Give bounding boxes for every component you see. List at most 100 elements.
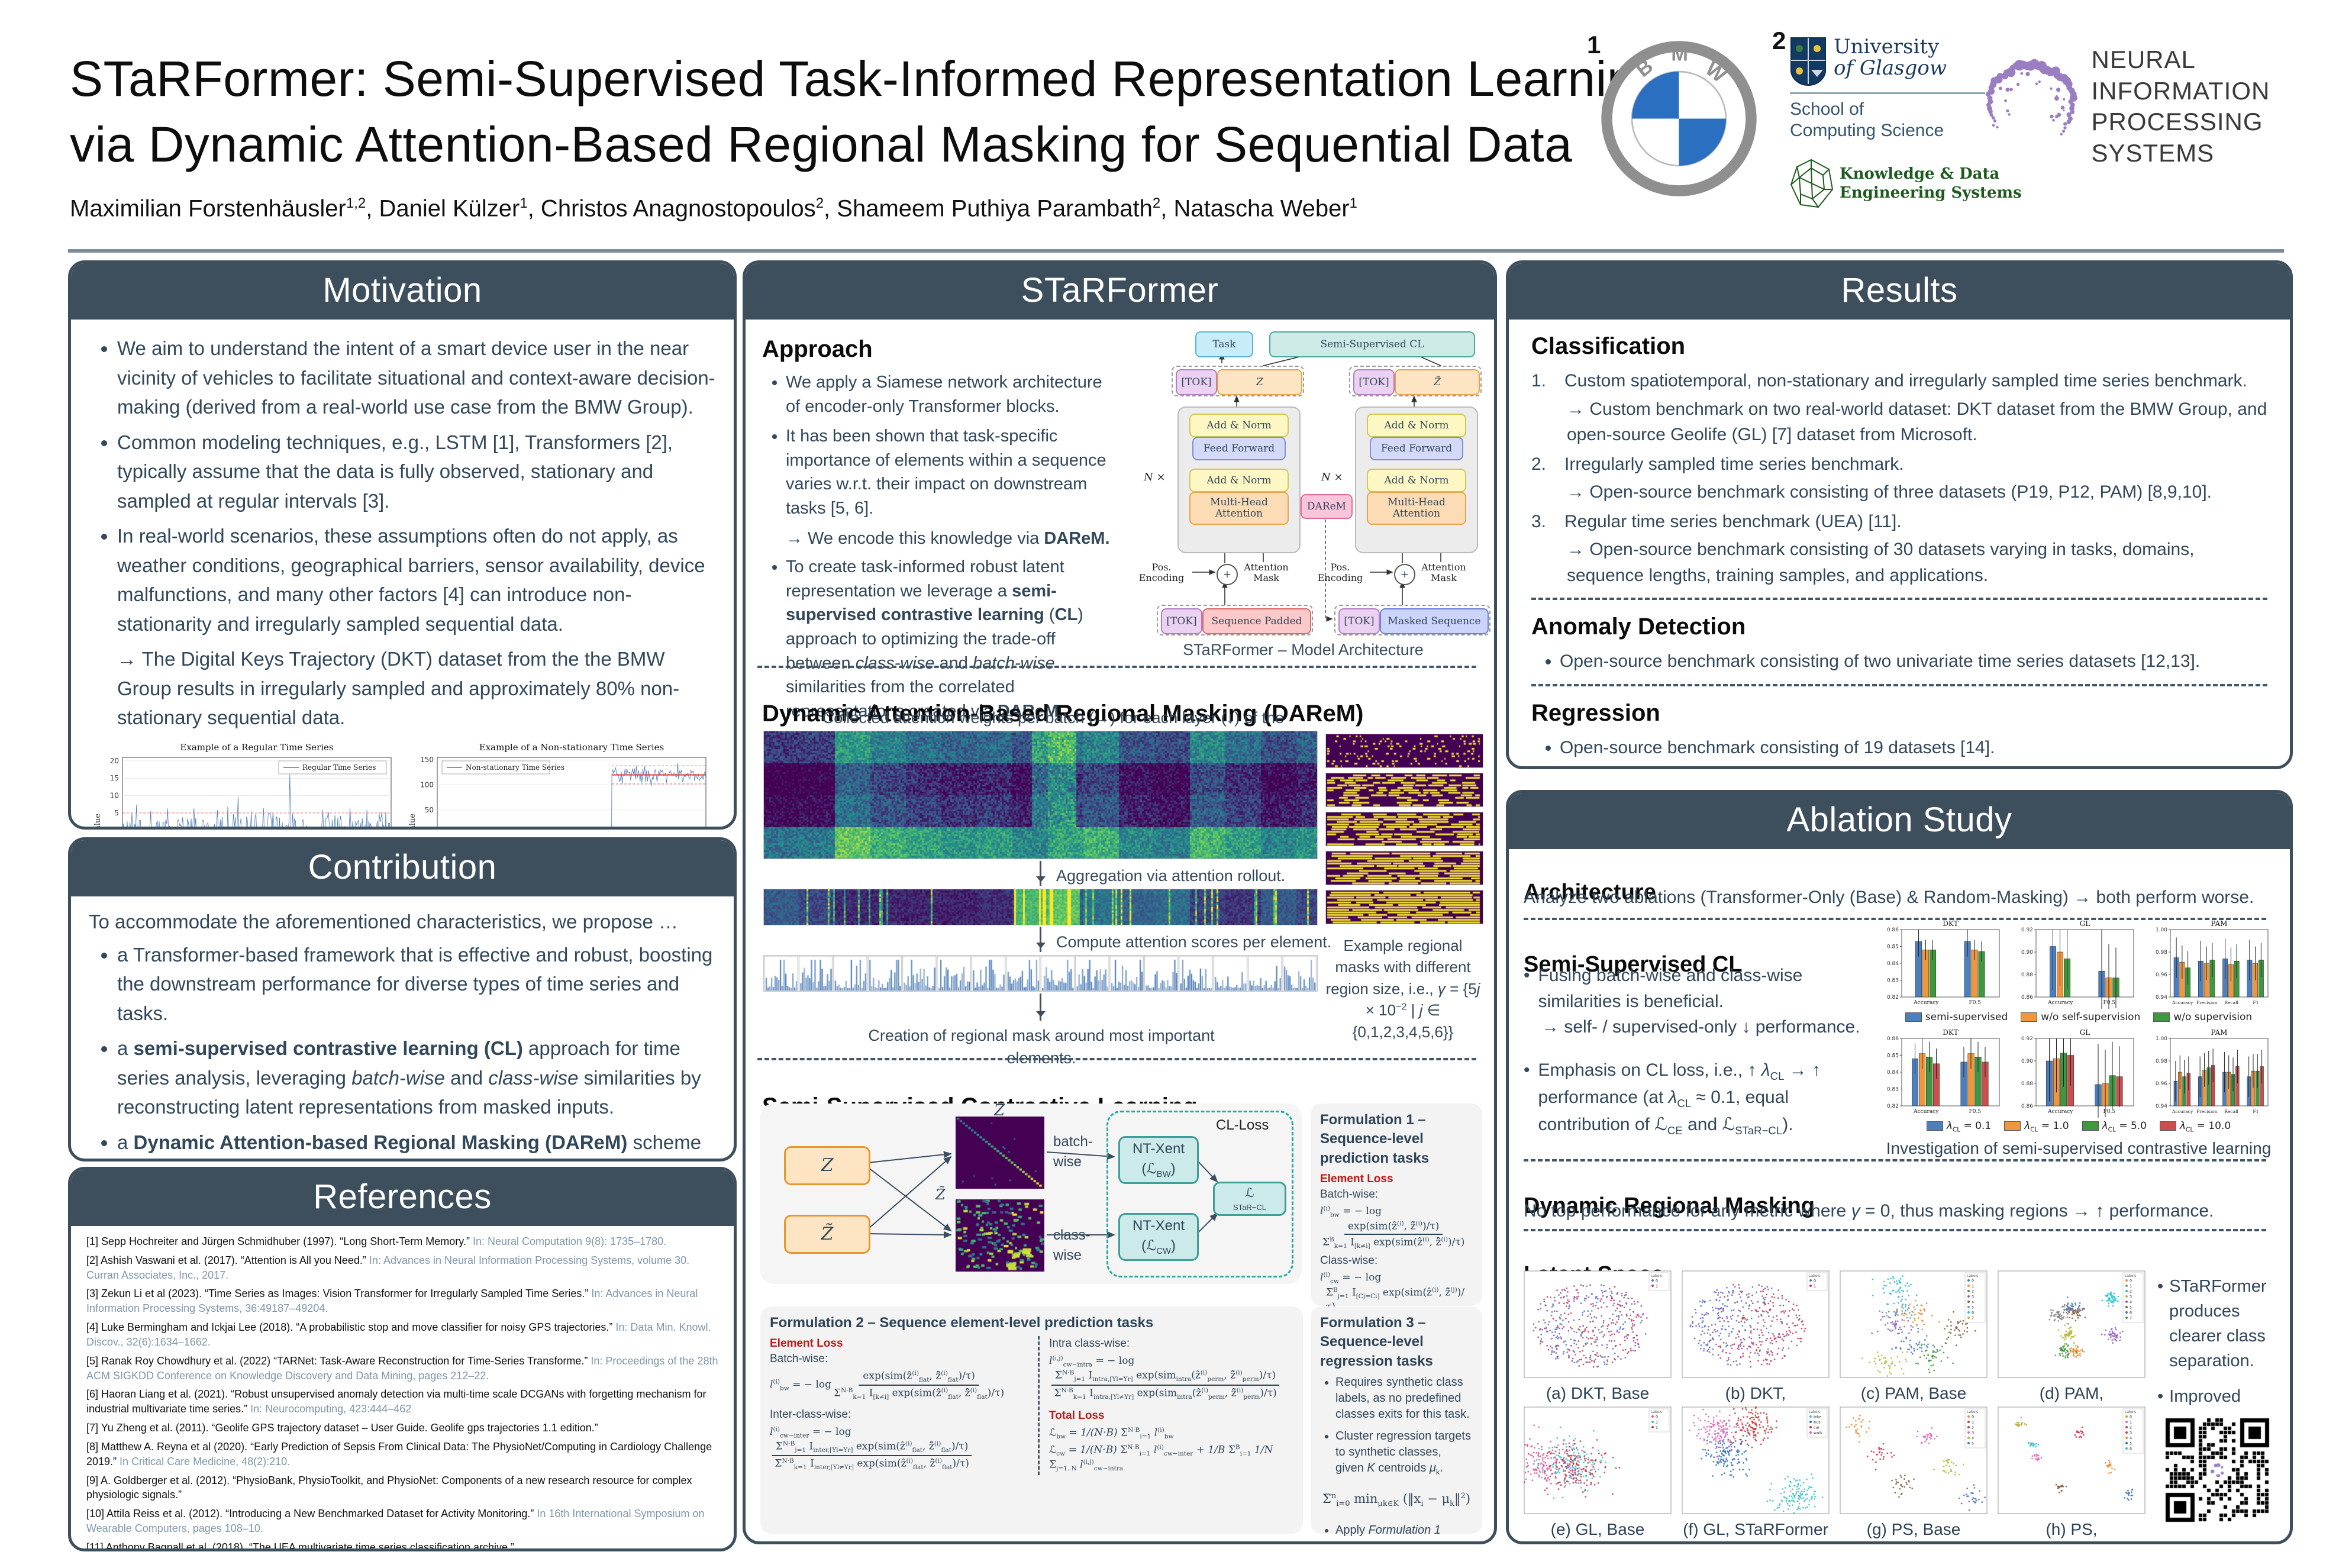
divider <box>757 1058 1476 1060</box>
cl-loss-group <box>1106 1111 1293 1277</box>
architecture-heading: Architecture <box>1524 880 1656 905</box>
arch-masked-sequence-box: Masked Sequence <box>1380 608 1489 634</box>
reference-item: [3] Zekun Li et al (2023). “Time Series … <box>86 1288 698 1315</box>
svg-text:1.00: 1.00 <box>2156 1036 2167 1042</box>
uofg-shield-icon <box>1790 37 1827 86</box>
reference-item: [5] Ranak Roy Chowdhury et al. (2022) “T… <box>86 1354 718 1382</box>
bmw-logo: B M W <box>1601 41 1757 196</box>
svg-text:bike: bike <box>1814 1415 1821 1419</box>
svg-text:0.88: 0.88 <box>2021 972 2033 978</box>
svg-text:Labels: Labels <box>2125 1274 2136 1278</box>
svg-text:3: 3 <box>2130 1295 2132 1299</box>
legend-item: λCL = 1.0 <box>2004 1119 2069 1135</box>
arch-attention-mask-label: Attention Mask <box>1244 562 1289 584</box>
svg-text:PAM: PAM <box>2211 919 2228 928</box>
uofg-wordmark: University of Glasgow <box>1834 35 1947 80</box>
f3-bullet-3: Apply Formulation 1 <box>1335 1522 1473 1538</box>
regular-time-series-chart: -15-10-505101520020406080100Example of a… <box>93 742 392 827</box>
attention-rollout-heatmap <box>763 889 1318 925</box>
classwise-similarity-matrix <box>956 1199 1044 1272</box>
university-of-glasgow-logo: University of Glasgow School of Computin… <box>1790 35 1985 141</box>
classification-heading: Classification <box>1531 333 1686 359</box>
svg-text:F0.5: F0.5 <box>2103 1109 2115 1115</box>
legend-item: w/o supervision <box>2153 1010 2252 1025</box>
svg-text:10: 10 <box>110 791 119 799</box>
kdes-wordmark: Knowledge & Data Engineering Systems <box>1840 164 2022 202</box>
svg-text:0.90: 0.90 <box>2021 1059 2033 1064</box>
authors-line: Maximilian Forstenhäusler1,2, Daniel Kül… <box>70 195 1358 222</box>
formulation-2-panel: Formulation 2 – Sequence element-level p… <box>760 1306 1303 1534</box>
results-item: 2. Irregularly sampled time series bench… <box>1531 454 2212 502</box>
svg-text:4: 4 <box>2130 1300 2132 1305</box>
legend-item: λCL = 10.0 <box>2159 1119 2231 1135</box>
svg-text:0.85: 0.85 <box>1887 944 1899 950</box>
svg-text:0.94: 0.94 <box>2156 1104 2167 1109</box>
svg-text:100: 100 <box>420 780 434 789</box>
svg-text:2: 2 <box>1972 1289 1974 1294</box>
bar-subplot: 0.94 0.96 0.98 1.00 PAM Accuracy Precision Reca… <box>2156 919 2269 1005</box>
svg-text:Example of a Regular Time Seri: Example of a Regular Time Series <box>180 742 333 753</box>
batch-wise-label: Batch-wise: <box>1320 1188 1379 1201</box>
reference-item: [11] Anthony Bagnall et al. (2018). “The… <box>86 1541 514 1551</box>
cl-loss-label: CL-Loss <box>1216 1117 1269 1133</box>
title-line-2: via Dynamic Attention-Based Regional Mas… <box>70 116 1573 172</box>
f3-bullet-2: Cluster regression targets to synthetic … <box>1335 1428 1473 1477</box>
svg-text:Accuracy: Accuracy <box>2047 1109 2073 1115</box>
svg-text:0: 0 <box>1972 1279 1974 1283</box>
svg-text:M: M <box>1671 43 1688 65</box>
drm-text: No top performance for any metric where … <box>1524 1201 2214 1221</box>
results-body: Classification 1. Custom spatiotemporal,… <box>1509 320 2290 766</box>
svg-text:Accuracy: Accuracy <box>2172 1109 2193 1114</box>
cl-components-legend: semi-supervised w/o self-supervision w/o s… <box>1880 1010 2277 1025</box>
svg-text:Labels: Labels <box>1651 1410 1662 1414</box>
svg-text:Labels: Labels <box>1651 1274 1662 1278</box>
svg-text:7: 7 <box>2130 1316 2132 1321</box>
svg-text:PAM: PAM <box>2211 1028 2228 1037</box>
down-arrow-icon <box>1036 993 1046 1021</box>
arch-pos-encoding-label: Pos. Encoding <box>1138 562 1185 584</box>
references-list: [1] Sepp Hochreiter and Jürgen Schmidhub… <box>71 1226 734 1551</box>
arch-ztok-group-left <box>1172 366 1304 396</box>
arch-mha-box: Multi-Head Attention <box>1189 492 1289 525</box>
bar-subplot: 0.82 0.83 0.84 0.85 0.86 DKT Accuracy F0.5 <box>1887 919 2000 1006</box>
svg-text:0.96: 0.96 <box>2156 972 2167 978</box>
ablation-body: Architecture Analyze two ablations (Tran… <box>1509 849 2290 1540</box>
svg-text:3: 3 <box>1972 1295 1974 1299</box>
svg-text:0.83: 0.83 <box>1887 978 1899 984</box>
divider <box>1524 918 2266 920</box>
formulation-3-title: Formulation 3 – Sequence-level regressio… <box>1320 1315 1433 1369</box>
svg-text:0: 0 <box>2130 1415 2132 1419</box>
svg-text:150: 150 <box>420 756 434 764</box>
svg-text:Recall: Recall <box>2224 1109 2238 1114</box>
svg-text:2: 2 <box>2130 1289 2132 1294</box>
element-loss-label: Element Loss <box>1320 1173 1393 1186</box>
arch-task-box: Task <box>1195 331 1253 357</box>
down-arrow-icon <box>1036 861 1046 886</box>
svg-text:bus: bus <box>1814 1420 1821 1425</box>
latent-final-caption: Comparison of sample latent spaces of Ba… <box>1524 1539 2145 1541</box>
svg-text:7: 7 <box>1972 1316 1974 1321</box>
legend-item: λCL = 5.0 <box>2082 1119 2147 1135</box>
svg-text:Value: Value <box>408 813 417 830</box>
bar-subplot: 0.82 0.83 0.84 0.85 0.86 DKT Accuracy F0.5 <box>1887 1028 2000 1115</box>
ablation-sscl-heading: Semi-Supervised CL <box>1524 952 1743 977</box>
svg-text:Precision: Precision <box>2196 1000 2217 1005</box>
f2-right-column: Intra class-wise: l(i,j)cw−intra = − log… <box>1038 1336 1293 1476</box>
arch-darem-box: DAReM <box>1301 494 1353 519</box>
approach-arrow-note: → We encode this knowledge via DAReM. <box>786 528 1110 548</box>
reference-item: [1] Sepp Hochreiter and Jürgen Schmidhub… <box>86 1235 667 1247</box>
tsne-caption: (a) DKT, Base <box>1546 1384 1650 1402</box>
bar-subplot: 0.86 0.88 0.90 0.92 GL Accuracy F0.5 <box>2021 919 2134 1009</box>
svg-text:15: 15 <box>110 774 119 782</box>
svg-text:walk: walk <box>1814 1431 1822 1435</box>
inter-class-wise-label: Inter-class-wise: <box>770 1408 851 1421</box>
contribution-bullet-1: a Transformer-based framework that is ef… <box>117 940 716 1028</box>
reference-item: [2] Ashish Vaswani et al. (2017). “Atten… <box>86 1254 690 1281</box>
arch-z-box: Z <box>1217 369 1302 395</box>
results-title: Results <box>1509 263 2290 320</box>
motivation-bullet-2: Common modeling techniques, e.g., LSTM [… <box>117 428 716 516</box>
nt-xent-cw-box: NT-Xent (ℒCW) <box>1118 1213 1199 1261</box>
svg-text:6: 6 <box>2130 1447 2132 1451</box>
